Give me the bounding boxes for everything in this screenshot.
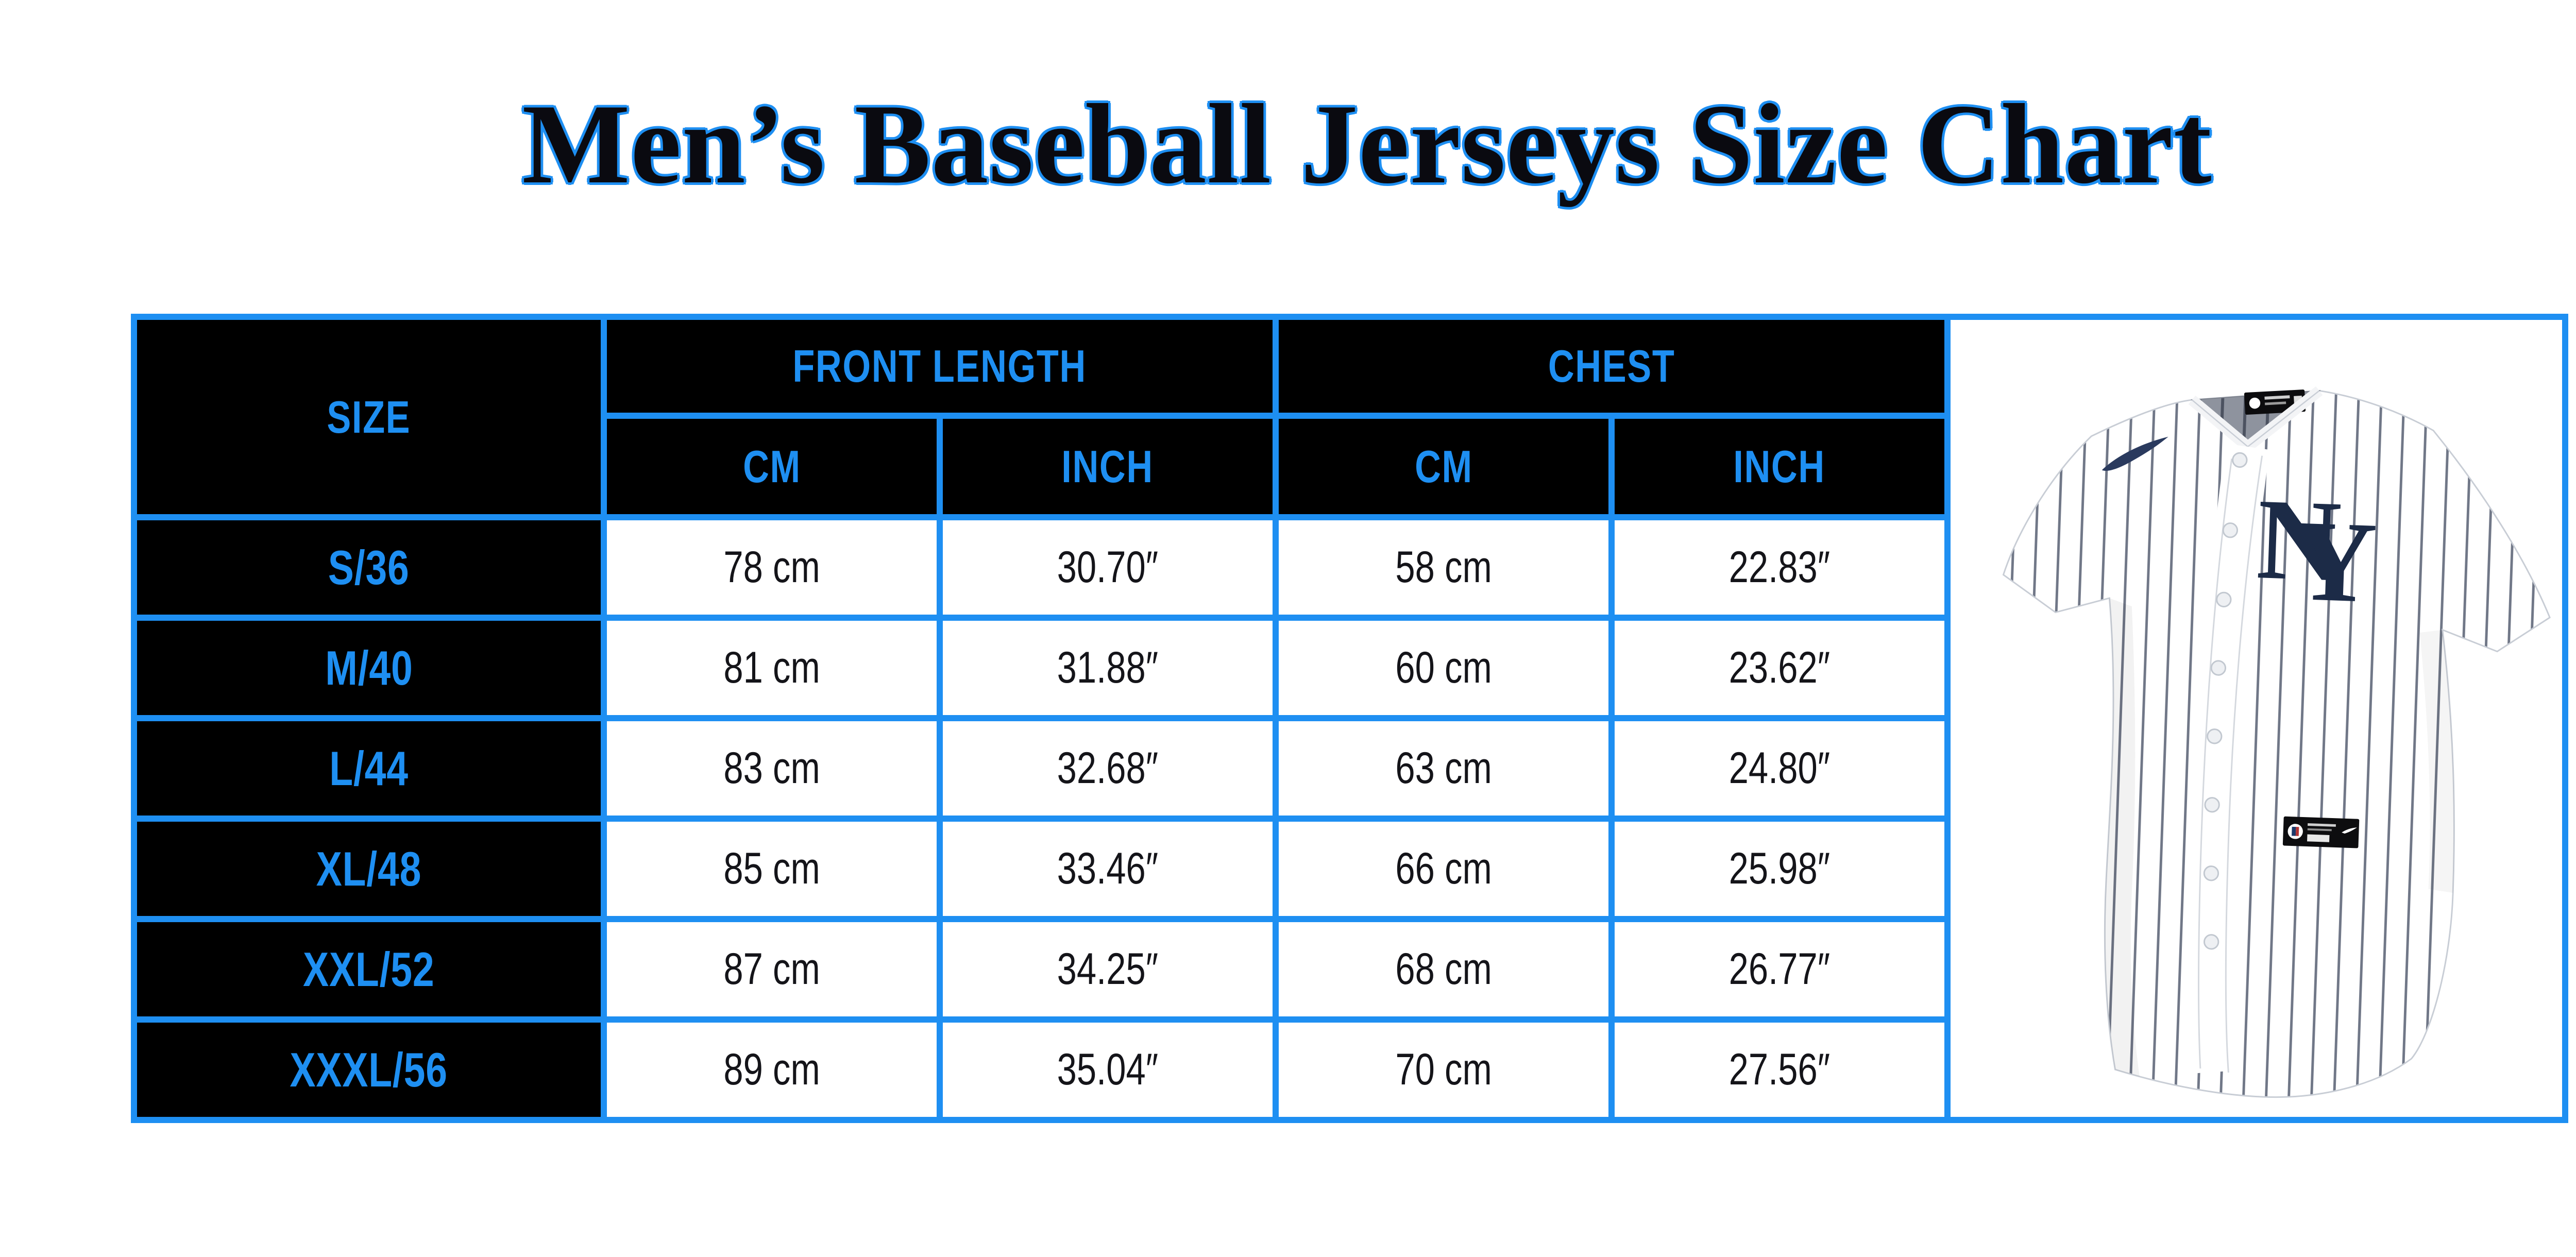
front-length-inch-cell: 32.68″: [943, 721, 1273, 816]
size-cell: XXL/52: [137, 922, 601, 1016]
chest-inch-cell: 26.77″: [1615, 922, 1944, 1016]
front-length-cm-cell: 78 cm: [607, 520, 937, 615]
chest-cm-value: 58 cm: [1395, 542, 1492, 592]
size-label: S/36: [328, 540, 410, 594]
chest-inch-value: 22.83″: [1728, 542, 1831, 592]
chest-cm-cell: 60 cm: [1279, 621, 1608, 715]
front-length-cm-value: 78 cm: [723, 542, 820, 592]
header-cell-size: SIZE: [137, 320, 601, 514]
chest-cm-cell: 68 cm: [1279, 922, 1608, 1016]
chest-inch-value: 27.56″: [1728, 1045, 1831, 1094]
nike-swoosh-icon: [2102, 436, 2168, 471]
chest-cm-cell: 70 cm: [1279, 1023, 1608, 1117]
front-length-inch-value: 35.04″: [1057, 1045, 1159, 1094]
front-length-inch-cell: 35.04″: [943, 1023, 1273, 1117]
chest-cm-cell: 58 cm: [1279, 520, 1608, 615]
chest-inch-value: 25.98″: [1728, 844, 1831, 893]
hem-tag: [2282, 816, 2360, 848]
front-length-inch-value: 30.70″: [1057, 542, 1159, 592]
header-cell-front-length: FRONT LENGTH: [607, 320, 1273, 413]
front-length-inch-value: 32.68″: [1057, 743, 1159, 793]
chest-inch-value: 24.80″: [1728, 743, 1831, 793]
jersey-shading: [2105, 598, 2140, 1077]
front-length-cm-value: 81 cm: [723, 643, 820, 692]
front-length-inch-cell: 31.88″: [943, 621, 1273, 715]
size-cell: L/44: [137, 721, 601, 816]
chest-inch-cell: 27.56″: [1615, 1023, 1944, 1117]
chest-inch-cell: 25.98″: [1615, 822, 1944, 916]
front-length-cm-value: 87 cm: [723, 944, 820, 994]
front-length-cm-cell: 89 cm: [607, 1023, 937, 1117]
size-cell: XL/48: [137, 822, 601, 916]
chest-inch-cell: 23.62″: [1615, 621, 1944, 715]
front-length-cm-cell: 81 cm: [607, 621, 937, 715]
chest-cm-value: 68 cm: [1395, 944, 1492, 994]
size-label: XL/48: [316, 841, 422, 896]
front-length-inch-value: 31.88″: [1057, 643, 1159, 692]
header-front-length-label: FRONT LENGTH: [792, 341, 1087, 392]
page-title: Men’s Baseball Jerseys Size Chart: [522, 81, 2212, 208]
header-cm-label: CM: [742, 440, 801, 492]
size-chart-table: SIZE FRONT LENGTH CHEST CM INCH CM INCH …: [131, 314, 2568, 1123]
front-length-inch-cell: 34.25″: [943, 922, 1273, 1016]
front-length-cm-cell: 83 cm: [607, 721, 937, 816]
collar-seam: [2191, 390, 2320, 448]
ny-yankees-logo: N Y: [2255, 474, 2379, 627]
size-cell: S/36: [137, 520, 601, 615]
front-length-inch-value: 34.25″: [1057, 944, 1159, 994]
size-label: XXL/52: [303, 942, 435, 996]
header-cell-chest-cm: CM: [1279, 419, 1608, 514]
front-length-inch-value: 33.46″: [1057, 844, 1159, 893]
header-cell-chest-inch: INCH: [1615, 419, 1944, 514]
svg-text:N: N: [2255, 474, 2343, 606]
chest-inch-value: 26.77″: [1728, 944, 1831, 994]
jersey-shading: [2419, 630, 2454, 893]
chest-cm-value: 66 cm: [1395, 844, 1492, 893]
chest-inch-cell: 24.80″: [1615, 721, 1944, 816]
header-inch-label: INCH: [1733, 440, 1826, 492]
size-cell: XXXL/56: [137, 1023, 601, 1117]
jersey-image-panel: N Y: [1951, 320, 2562, 1117]
jersey-buttons: [2203, 452, 2248, 950]
front-length-cm-cell: 87 cm: [607, 922, 937, 1016]
header-cell-chest: CHEST: [1279, 320, 1944, 413]
front-length-cm-cell: 85 cm: [607, 822, 937, 916]
placket-seam: [2198, 455, 2263, 1073]
svg-text:Y: Y: [2291, 496, 2379, 627]
front-length-cm-value: 83 cm: [723, 743, 820, 793]
header-cell-front-inch: INCH: [943, 419, 1273, 514]
front-length-cm-value: 85 cm: [723, 844, 820, 893]
chest-inch-cell: 22.83″: [1615, 520, 1944, 615]
front-length-inch-cell: 33.46″: [943, 822, 1273, 916]
size-label: XXXL/56: [290, 1042, 448, 1097]
front-length-cm-value: 89 cm: [723, 1045, 820, 1094]
size-label: M/40: [325, 640, 413, 695]
header-inch-label: INCH: [1061, 440, 1154, 492]
header-cell-front-cm: CM: [607, 419, 937, 514]
size-label: L/44: [329, 741, 409, 795]
jersey-illustration: N Y: [2002, 386, 2551, 1098]
header-size-label: SIZE: [327, 391, 411, 443]
size-cell: M/40: [137, 621, 601, 715]
header-cm-label: CM: [1414, 440, 1473, 492]
chest-cm-cell: 63 cm: [1279, 721, 1608, 816]
front-length-inch-cell: 30.70″: [943, 520, 1273, 615]
chest-inch-value: 23.62″: [1728, 643, 1831, 692]
chest-cm-value: 70 cm: [1395, 1045, 1492, 1094]
chest-cm-value: 60 cm: [1395, 643, 1492, 692]
chest-cm-cell: 66 cm: [1279, 822, 1608, 916]
jersey-body: [2002, 389, 2551, 1098]
header-chest-label: CHEST: [1548, 341, 1675, 392]
chest-cm-value: 63 cm: [1395, 743, 1492, 793]
